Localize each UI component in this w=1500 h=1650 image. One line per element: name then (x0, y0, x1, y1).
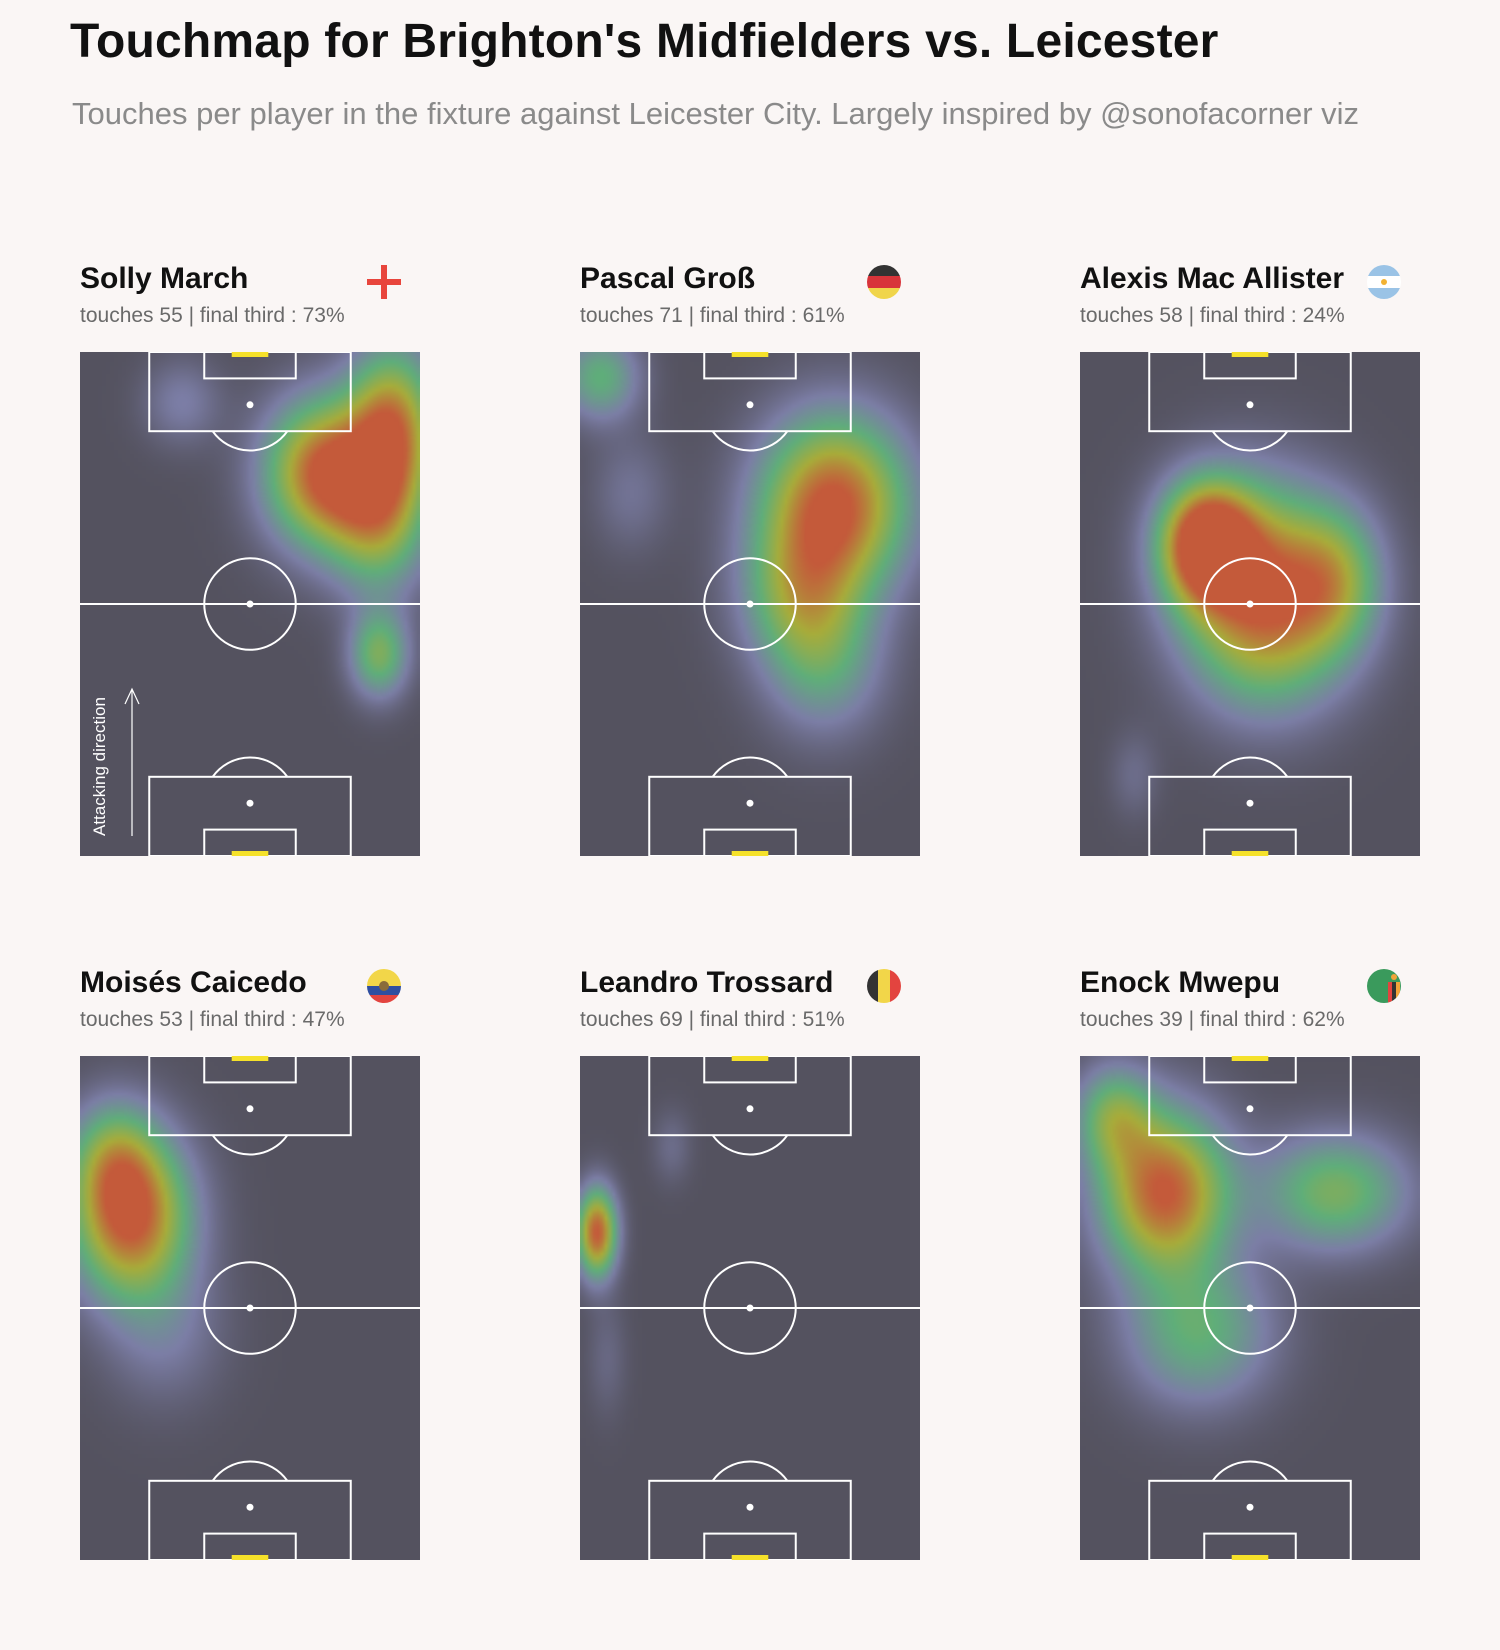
pitch-markings (80, 352, 420, 856)
attacking-direction-label: Attacking direction (90, 697, 109, 836)
player-name: Alexis Mac Allister (1080, 262, 1345, 295)
germany-flag-icon (867, 265, 901, 299)
player-name: Leandro Trossard (580, 966, 834, 999)
pitch-heatmap (580, 1056, 920, 1560)
chart-subtitle: Touches per player in the fixture agains… (72, 96, 1360, 131)
pitch-heatmap (580, 352, 920, 856)
pitch-heatmap (80, 1056, 420, 1560)
player-name: Solly March (80, 262, 249, 295)
attacking-direction-arrow: Attacking direction (90, 687, 140, 836)
goal-bottom (731, 1555, 769, 1560)
player-panel: Leandro Trossard touches 69 | final third… (570, 966, 930, 1586)
goal-top (1231, 352, 1269, 357)
player-panel: Alexis Mac Allister touches 58 | final th… (1070, 262, 1430, 882)
pitch-markings (580, 1056, 920, 1560)
goal-top (231, 1056, 269, 1061)
player-stats: touches 55 | final third : 73% (80, 304, 345, 327)
goal-bottom (231, 851, 269, 856)
player-panel: Solly March touches 55 | final third : 73… (70, 262, 430, 882)
player-panel: Pascal Groß touches 71 | final third : 61… (570, 262, 930, 882)
ecuador-flag-icon (367, 969, 401, 1003)
goal-bottom (1231, 851, 1269, 856)
player-stats: touches 58 | final third : 24% (1080, 304, 1345, 327)
pitch-heatmap: Attacking direction (80, 352, 420, 856)
goal-top (731, 352, 769, 357)
pitch-heatmap (1080, 1056, 1420, 1560)
chart-title: Touchmap for Brighton's Midfielders vs. … (70, 15, 1219, 68)
pitch-heatmap (1080, 352, 1420, 856)
goal-top (1231, 1056, 1269, 1061)
player-stats: touches 71 | final third : 61% (580, 304, 845, 327)
goal-top (731, 1056, 769, 1061)
england-flag-icon (367, 265, 401, 299)
pitch-markings (80, 1056, 420, 1560)
goal-bottom (1231, 1555, 1269, 1560)
player-name: Enock Mwepu (1080, 966, 1281, 999)
player-stats: touches 39 | final third : 62% (1080, 1008, 1345, 1031)
goal-top (231, 352, 269, 357)
argentina-flag-icon (1367, 265, 1401, 299)
belgium-flag-icon (867, 969, 901, 1003)
player-name: Pascal Groß (580, 262, 756, 295)
goal-bottom (731, 851, 769, 856)
player-panel: Enock Mwepu touches 39 | final third : 62… (1070, 966, 1430, 1586)
player-stats: touches 69 | final third : 51% (580, 1008, 845, 1031)
player-stats: touches 53 | final third : 47% (80, 1008, 345, 1031)
player-panel: Moisés Caicedo touches 53 | final third :… (70, 966, 430, 1586)
zambia-flag-icon (1367, 969, 1401, 1003)
player-name: Moisés Caicedo (80, 966, 307, 999)
goal-bottom (231, 1555, 269, 1560)
